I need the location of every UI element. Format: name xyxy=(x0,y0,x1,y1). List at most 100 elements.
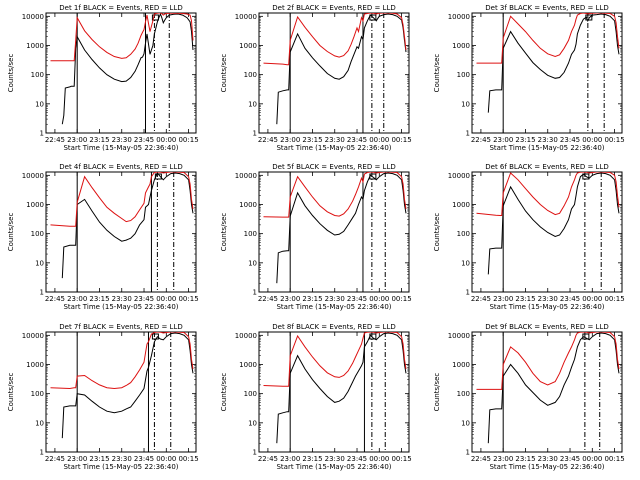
y-tick-label: 10000 xyxy=(448,332,470,340)
x-tick-label: 23:30 xyxy=(325,455,345,463)
lld-series-line xyxy=(476,13,620,64)
x-tick-label: 23:30 xyxy=(112,455,132,463)
x-tick-label: 23:45 xyxy=(347,455,367,463)
y-tick-label: 1 xyxy=(253,449,257,457)
panel-title: Det 2f BLACK = Events, RED = LLD xyxy=(272,4,395,12)
plot-frame xyxy=(258,12,410,134)
x-tick-label: 00:15 xyxy=(178,136,198,144)
x-tick-label: 23:00 xyxy=(67,295,87,303)
x-tick-label: 23:15 xyxy=(302,455,322,463)
detector-panel: Det 7f BLACK = Events, RED = LLD 1 10 100 10… xyxy=(7,323,199,471)
x-tick-label: 22:45 xyxy=(471,295,491,303)
lld-series-line xyxy=(50,332,194,390)
y-tick-label: 10 xyxy=(248,100,257,108)
lld-series-line xyxy=(263,332,407,387)
x-tick-label: 23:30 xyxy=(112,295,132,303)
x-tick-label: 00:15 xyxy=(604,455,624,463)
detector-panel: Det 9f BLACK = Events, RED = LLD 1 10 100 10… xyxy=(433,323,625,471)
y-tick-label: 10000 xyxy=(22,332,44,340)
x-tick-label: 23:30 xyxy=(538,136,558,144)
marker-box xyxy=(582,333,590,340)
events-series-line xyxy=(487,332,620,444)
y-tick-label: 10 xyxy=(461,259,470,267)
x-tick-label: 23:00 xyxy=(280,136,300,144)
x-axis-label: Start Time (15-May-05 22:36:40) xyxy=(276,463,391,471)
x-tick-label: 23:30 xyxy=(112,136,132,144)
y-tick-label: 10 xyxy=(35,259,44,267)
y-tick-label: 100 xyxy=(457,71,470,79)
y-tick-label: 10 xyxy=(461,100,470,108)
marker-box xyxy=(151,333,159,340)
x-tick-label: 00:15 xyxy=(178,295,198,303)
panel-title: Det 7f BLACK = Events, RED = LLD xyxy=(59,323,182,331)
detector-panel: Det 8f BLACK = Events, RED = LLD 1 10 100 10… xyxy=(220,323,412,471)
y-tick-label: 10000 xyxy=(22,172,44,180)
y-tick-label: 1000 xyxy=(26,42,44,50)
x-axis-label: Start Time (15-May-05 22:36:40) xyxy=(276,303,391,311)
y-axis-label: Counts/sec xyxy=(7,54,15,93)
plot-frame xyxy=(258,331,410,453)
y-tick-label: 1 xyxy=(40,449,44,457)
x-tick-label: 23:45 xyxy=(560,455,580,463)
x-tick-label: 23:15 xyxy=(515,136,535,144)
x-tick-label: 00:00 xyxy=(582,455,602,463)
detector-panel: Det 5f BLACK = Events, RED = LLD 1 10 100 10… xyxy=(220,163,412,311)
y-tick-label: 1000 xyxy=(239,42,257,50)
x-tick-label: 00:15 xyxy=(604,136,624,144)
panel-title: Det 3f BLACK = Events, RED = LLD xyxy=(485,4,608,12)
x-tick-label: 23:00 xyxy=(493,295,513,303)
y-tick-label: 10000 xyxy=(235,332,257,340)
y-tick-label: 1000 xyxy=(239,361,257,369)
y-tick-label: 1 xyxy=(466,130,470,138)
x-tick-label: 23:15 xyxy=(89,136,109,144)
x-tick-label: 22:45 xyxy=(45,455,65,463)
plot-frame xyxy=(45,171,197,293)
y-tick-label: 1000 xyxy=(26,361,44,369)
x-tick-label: 23:15 xyxy=(515,295,535,303)
panel-title: Det 6f BLACK = Events, RED = LLD xyxy=(485,163,608,171)
y-tick-label: 10 xyxy=(35,419,44,427)
y-tick-label: 100 xyxy=(244,390,257,398)
detector-panel: Det 3f BLACK = Events, RED = LLD 1 10 100 10… xyxy=(433,4,625,152)
lld-series-line xyxy=(50,13,194,62)
panel-title: Det 8f BLACK = Events, RED = LLD xyxy=(272,323,395,331)
x-tick-label: 23:30 xyxy=(325,295,345,303)
x-tick-label: 00:00 xyxy=(369,295,389,303)
y-tick-label: 1 xyxy=(466,289,470,297)
y-tick-label: 100 xyxy=(457,230,470,238)
y-tick-label: 100 xyxy=(244,230,257,238)
y-tick-label: 1000 xyxy=(452,42,470,50)
x-tick-label: 00:15 xyxy=(391,295,411,303)
x-tick-label: 23:15 xyxy=(302,136,322,144)
events-series-line xyxy=(276,172,407,284)
x-tick-label: 00:00 xyxy=(369,136,389,144)
marker-box xyxy=(151,14,159,21)
events-series-line xyxy=(61,172,194,279)
y-tick-label: 100 xyxy=(31,230,44,238)
detector-panel: Det 1f BLACK = Events, RED = LLD 1 10 100 10… xyxy=(7,4,199,152)
x-tick-label: 23:00 xyxy=(280,295,300,303)
x-tick-label: 23:00 xyxy=(493,455,513,463)
x-tick-label: 00:00 xyxy=(369,455,389,463)
y-axis-label: Counts/sec xyxy=(7,213,15,252)
y-tick-label: 10000 xyxy=(22,13,44,21)
x-tick-label: 00:15 xyxy=(604,295,624,303)
x-tick-label: 23:45 xyxy=(560,295,580,303)
x-tick-label: 23:30 xyxy=(538,295,558,303)
x-tick-label: 23:45 xyxy=(560,136,580,144)
y-tick-label: 10000 xyxy=(448,172,470,180)
x-tick-label: 00:00 xyxy=(156,295,176,303)
x-tick-label: 23:00 xyxy=(67,455,87,463)
x-tick-label: 23:45 xyxy=(347,295,367,303)
y-tick-label: 1 xyxy=(40,130,44,138)
y-tick-label: 1000 xyxy=(452,361,470,369)
x-tick-label: 00:00 xyxy=(582,295,602,303)
detector-panel: Det 6f BLACK = Events, RED = LLD 1 10 100 10… xyxy=(433,163,625,311)
panel-title: Det 4f BLACK = Events, RED = LLD xyxy=(59,163,182,171)
events-series-line xyxy=(61,332,194,439)
x-tick-label: 23:45 xyxy=(347,136,367,144)
x-axis-label: Start Time (15-May-05 22:36:40) xyxy=(63,303,178,311)
y-tick-label: 1000 xyxy=(452,201,470,209)
lld-series-line xyxy=(50,172,194,227)
